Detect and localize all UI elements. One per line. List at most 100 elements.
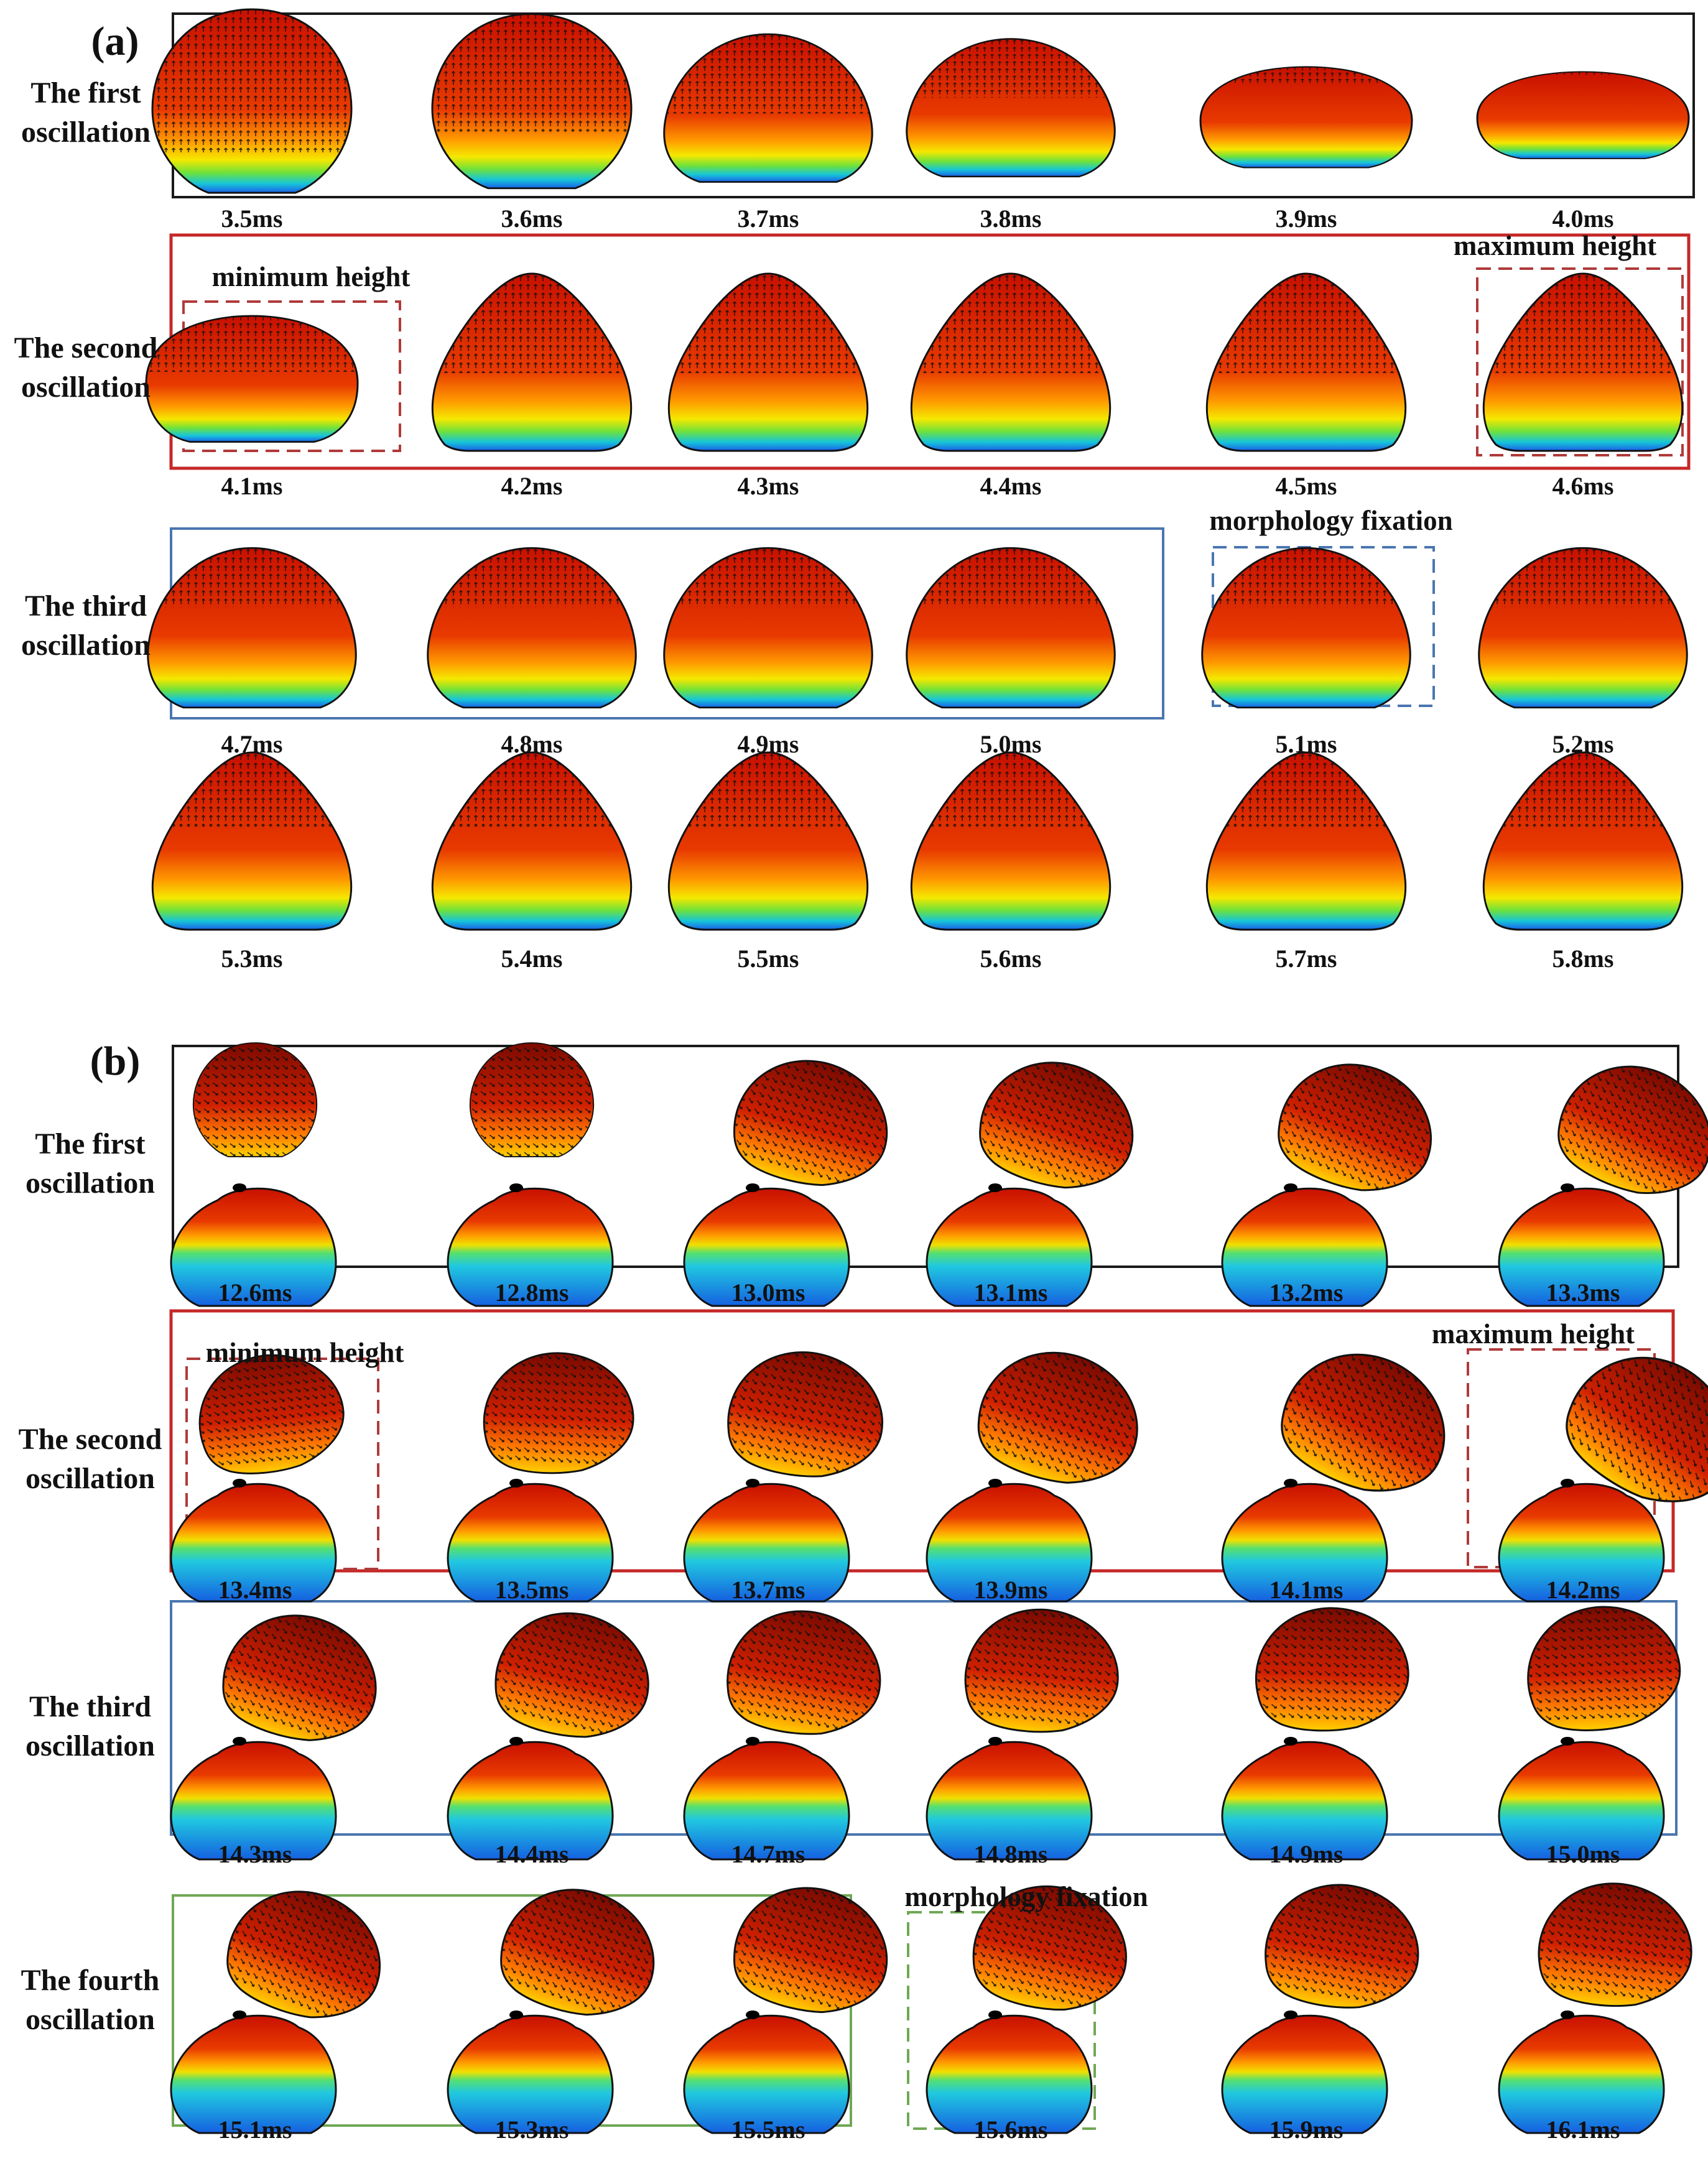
panel-a-label: (a) xyxy=(91,19,139,64)
time-label: 12.6ms xyxy=(218,1279,292,1307)
first-oscillation-box-b xyxy=(172,1045,1679,1268)
time-label: 5.8ms xyxy=(1553,945,1614,973)
time-label: 5.0ms xyxy=(980,730,1042,758)
time-label: 14.2ms xyxy=(1546,1576,1620,1604)
time-label: 5.7ms xyxy=(1276,945,1337,973)
row-label: oscillation xyxy=(21,371,151,404)
time-label: 14.7ms xyxy=(731,1840,805,1868)
droplet-a-r1-c1 xyxy=(151,8,353,194)
time-label: 13.9ms xyxy=(974,1576,1048,1604)
time-label: 4.3ms xyxy=(738,472,799,500)
time-label: 16.1ms xyxy=(1546,2116,1620,2144)
time-label: 4.2ms xyxy=(501,472,563,500)
time-label: 14.1ms xyxy=(1269,1576,1344,1604)
time-label: 3.8ms xyxy=(980,205,1042,233)
panel-b-label: (b) xyxy=(90,1039,141,1084)
row-label: oscillation xyxy=(26,2003,155,2036)
droplet-b-r3-c5 xyxy=(1221,1604,1412,1861)
droplet-b-r4-c6 xyxy=(1498,1874,1700,2134)
row-label: The fourth xyxy=(21,1964,160,1997)
droplet-a-r3-c6 xyxy=(1478,547,1688,709)
droplet-a-r3-c2 xyxy=(427,547,637,709)
droplet-b-r1-c6 xyxy=(1498,1041,1708,1307)
time-label: 13.4ms xyxy=(218,1576,292,1604)
time-label: 4.8ms xyxy=(501,730,563,758)
droplet-b-r2-c6 xyxy=(1498,1325,1708,1603)
droplet-b-r2-c2 xyxy=(447,1348,638,1603)
time-label: 13.3ms xyxy=(1546,1279,1620,1307)
time-label: 13.7ms xyxy=(731,1576,805,1604)
droplet-a-r3-c3 xyxy=(663,547,873,709)
time-label: 13.1ms xyxy=(974,1279,1048,1307)
droplet-a-r4-c5 xyxy=(1205,751,1407,931)
droplet-b-r2-c4 xyxy=(926,1331,1158,1603)
time-label: 14.9ms xyxy=(1269,1840,1344,1868)
droplet-a-r1-c6 xyxy=(1476,70,1690,160)
row-label: The third xyxy=(25,590,147,622)
time-label: 4.7ms xyxy=(221,730,283,758)
time-label: 3.6ms xyxy=(501,205,563,233)
time-label: 15.3ms xyxy=(495,2116,569,2144)
time-label: 3.7ms xyxy=(738,205,799,233)
fixation-annotation-b: morphology fixation xyxy=(904,1881,1148,1912)
droplet-b-r1-c5 xyxy=(1221,1041,1452,1307)
row-label: The first xyxy=(30,76,141,109)
row-label: oscillation xyxy=(26,1167,155,1200)
time-label: 15.6ms xyxy=(974,2116,1048,2144)
time-label: 4.9ms xyxy=(738,730,799,758)
droplet-a-r2-c2 xyxy=(431,272,633,452)
droplet-a-r1-c3 xyxy=(663,33,873,183)
droplet-a-r2-c1 xyxy=(145,315,359,443)
time-label: 15.9ms xyxy=(1269,2116,1344,2144)
time-label: 15.0ms xyxy=(1546,1840,1620,1868)
droplet-a-r2-c4 xyxy=(910,272,1112,452)
droplet-b-r1-c2 xyxy=(447,1042,614,1307)
droplet-b-r3-c6 xyxy=(1498,1603,1683,1861)
droplet-b-r2-c3 xyxy=(683,1338,895,1603)
time-label: 14.3ms xyxy=(218,1840,292,1868)
time-label: 5.4ms xyxy=(501,945,563,973)
time-label: 13.2ms xyxy=(1269,1279,1344,1307)
droplet-b-r1-c3 xyxy=(683,1042,904,1307)
time-label: 4.0ms xyxy=(1553,205,1614,233)
max-height-annotation-a: maximum height xyxy=(1454,230,1656,261)
time-label: 4.5ms xyxy=(1276,472,1337,500)
time-label: 5.6ms xyxy=(980,945,1042,973)
droplet-a-r4-c2 xyxy=(431,751,633,931)
droplet-a-r4-c6 xyxy=(1482,751,1684,931)
time-label: 5.2ms xyxy=(1553,730,1614,758)
droplet-b-r4-c2 xyxy=(447,1868,673,2134)
time-label: 5.1ms xyxy=(1276,730,1337,758)
time-label: 13.0ms xyxy=(731,1279,805,1307)
droplet-b-r3-c4 xyxy=(926,1601,1126,1861)
third-oscillation-box-b xyxy=(170,1600,1678,1836)
min-height-annotation-b: minimum height xyxy=(206,1337,404,1368)
droplet-b-r3-c2 xyxy=(447,1596,664,1861)
droplet-a-r4-c3 xyxy=(667,751,869,931)
row-label: The first xyxy=(35,1127,145,1160)
droplet-a-r2-c3 xyxy=(667,272,869,452)
droplet-b-r4-c4 xyxy=(926,1870,1141,2134)
droplet-b-r4-c3 xyxy=(683,1869,904,2134)
time-label: 3.9ms xyxy=(1276,205,1337,233)
time-label: 15.5ms xyxy=(731,2116,805,2144)
droplet-a-r1-c5 xyxy=(1199,65,1413,169)
droplet-a-r4-c4 xyxy=(910,751,1112,931)
fixation-annotation-a: morphology fixation xyxy=(1209,505,1452,536)
droplet-b-r4-c5 xyxy=(1221,1872,1430,2134)
row-label: oscillation xyxy=(21,629,151,662)
time-label: 4.6ms xyxy=(1553,472,1614,500)
droplet-a-r1-c4 xyxy=(906,38,1116,178)
droplet-a-r3-c1 xyxy=(147,547,357,709)
time-label: 12.8ms xyxy=(495,1279,569,1307)
droplet-a-r2-c5 xyxy=(1205,272,1407,452)
row-label: The second xyxy=(19,1423,162,1456)
droplet-a-r4-c1 xyxy=(151,751,353,931)
time-label: 14.8ms xyxy=(974,1840,1048,1868)
time-label: 15.1ms xyxy=(218,2116,292,2144)
droplet-b-r1-c1 xyxy=(170,1042,337,1307)
time-label: 5.3ms xyxy=(221,945,283,973)
droplet-a-r3-c4 xyxy=(906,547,1116,709)
